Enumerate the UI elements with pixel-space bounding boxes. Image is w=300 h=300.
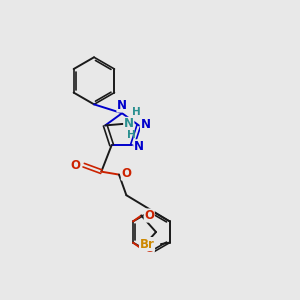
Text: H: H (128, 130, 136, 140)
Text: N: N (124, 117, 134, 130)
Text: O: O (144, 242, 154, 255)
Text: N: N (141, 118, 151, 131)
Text: N: N (134, 140, 144, 153)
Text: O: O (71, 159, 81, 172)
Text: N: N (117, 99, 127, 112)
Text: O: O (122, 167, 131, 180)
Text: Br: Br (140, 238, 154, 250)
Text: H: H (132, 107, 140, 118)
Text: O: O (144, 209, 154, 222)
